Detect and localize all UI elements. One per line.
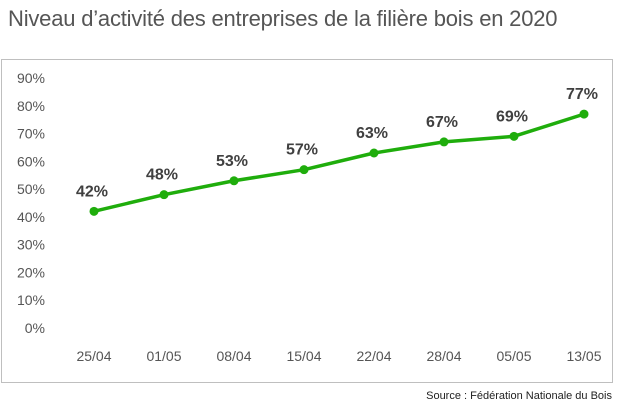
x-tick-label: 28/04 [426, 348, 461, 364]
y-tick-label: 80% [17, 98, 45, 114]
chart-frame [1, 59, 613, 383]
data-point [369, 148, 379, 158]
data-point [229, 176, 239, 186]
x-tick-label: 15/04 [286, 348, 321, 364]
data-label: 42% [76, 183, 108, 200]
series-line [92, 112, 586, 214]
x-tick-label: 01/05 [146, 348, 181, 364]
data-label: 67% [426, 114, 458, 131]
y-tick-label: 90% [17, 70, 45, 86]
data-point [509, 131, 519, 141]
data-label: 63% [356, 125, 388, 142]
data-point [89, 206, 99, 216]
y-tick-label: 50% [17, 181, 45, 197]
x-axis-ticks: 25/04 01/05 08/04 15/04 22/04 28/04 05/05 13/05 [76, 348, 601, 364]
y-tick-label: 0% [25, 320, 45, 336]
data-label: 53% [216, 153, 248, 170]
y-tick-label: 40% [17, 209, 45, 225]
data-point [579, 109, 589, 119]
y-tick-label: 10% [17, 292, 45, 308]
data-label: 69% [496, 108, 528, 125]
y-tick-label: 20% [17, 264, 45, 280]
data-points [89, 109, 589, 216]
x-tick-label: 22/04 [356, 348, 391, 364]
data-label: 48% [146, 167, 178, 184]
y-tick-label: 30% [17, 237, 45, 253]
x-tick-label: 13/05 [566, 348, 601, 364]
data-labels: 42% 48% 53% 57% 63% 67% 69% 77% [76, 86, 598, 200]
source-note: Source : Fédération Nationale du Bois [426, 390, 612, 402]
data-point [439, 137, 449, 147]
y-tick-label: 70% [17, 126, 45, 142]
data-point [159, 190, 169, 200]
data-point [299, 165, 309, 175]
y-axis-ticks: 0% 10% 20% 30% 40% 50% 60% 70% 80% 90% [17, 70, 45, 336]
y-tick-label: 60% [17, 153, 45, 169]
chart-title: Niveau d’activité des entreprises de la … [8, 6, 558, 31]
data-label: 57% [286, 142, 318, 159]
data-label: 77% [566, 86, 598, 103]
x-tick-label: 05/05 [496, 348, 531, 364]
x-tick-label: 25/04 [76, 348, 111, 364]
x-tick-label: 08/04 [216, 348, 251, 364]
